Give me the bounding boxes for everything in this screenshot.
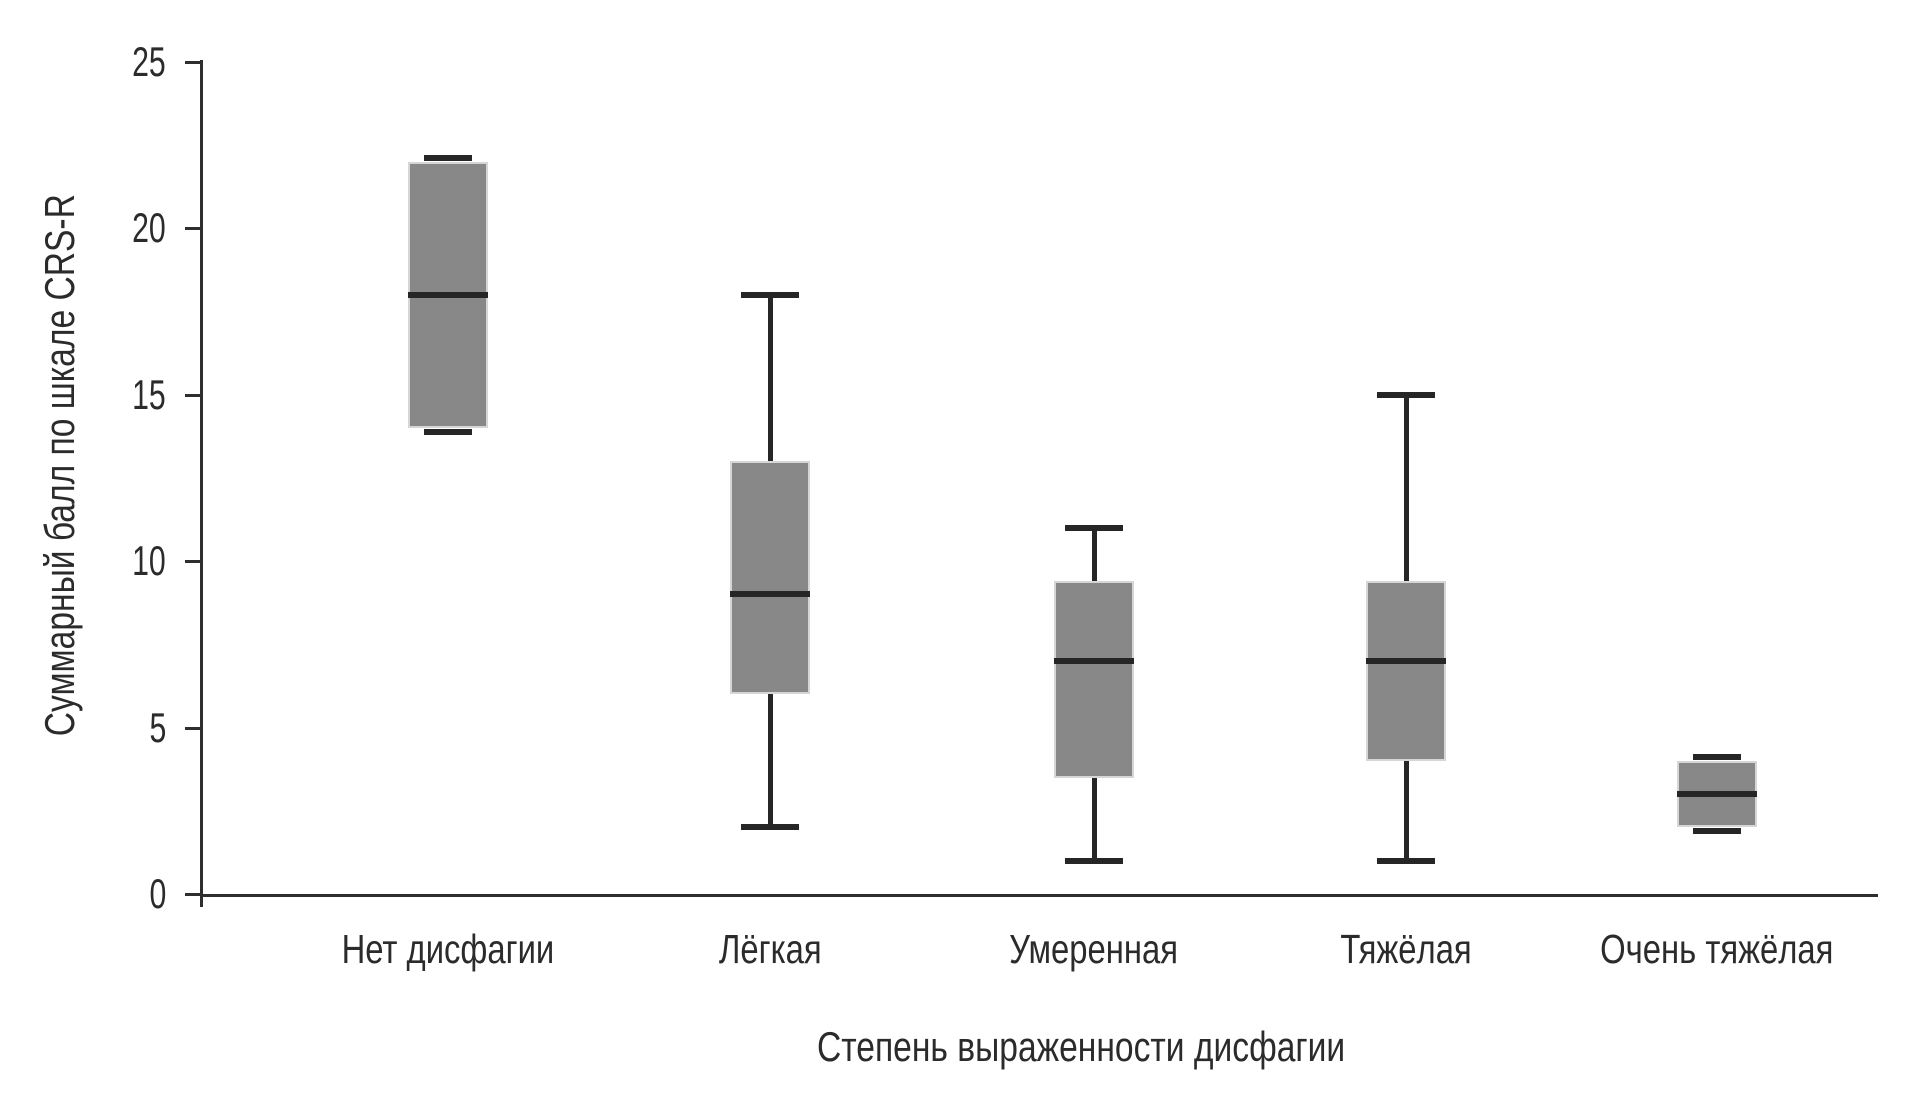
x-axis-line	[200, 894, 1878, 897]
y-tick-label-text: 0	[149, 870, 166, 917]
whisker-cap-min	[424, 429, 472, 436]
x-category-label-text: Умеренная	[1009, 926, 1179, 972]
whisker-cap-min	[1377, 857, 1435, 864]
box	[1366, 581, 1446, 761]
y-axis-line	[200, 60, 203, 907]
y-tick-label: 25	[76, 40, 166, 84]
whisker-cap-max	[741, 291, 799, 298]
y-tick-label-text: 5	[149, 703, 166, 751]
x-category-label-text: Очень тяжёлая	[1600, 926, 1834, 972]
y-tick-label-text: 25	[132, 38, 166, 85]
whisker-cap-min	[1693, 828, 1741, 835]
median-line	[730, 591, 810, 598]
y-tick-label: 5	[76, 703, 166, 751]
x-category-label-text: Тяжёлая	[1340, 926, 1472, 972]
y-tick-mark	[185, 393, 200, 397]
box	[1054, 581, 1134, 778]
x-axis-title: Степень выраженности дисфагии	[681, 1024, 1481, 1070]
x-axis-title-text: Степень выраженности дисфагии	[816, 1023, 1346, 1070]
x-category-label: Умеренная	[924, 926, 1264, 972]
y-tick-mark	[185, 726, 200, 730]
whisker-cap-max	[1065, 524, 1123, 531]
y-tick-label-text: 15	[132, 370, 166, 418]
y-tick-label: 20	[76, 206, 166, 250]
y-tick-label-text: 10	[132, 537, 166, 585]
y-tick-label: 10	[76, 539, 166, 583]
y-tick-mark	[185, 227, 200, 231]
y-tick-label-text: 20	[132, 204, 166, 252]
y-tick-label: 15	[76, 370, 166, 418]
whisker-cap-max	[424, 154, 472, 161]
x-category-label-text: Лёгкая	[718, 926, 822, 972]
whisker-cap-max	[1377, 391, 1435, 398]
median-line	[408, 291, 488, 298]
median-line	[1054, 658, 1134, 665]
median-line	[1677, 791, 1757, 798]
x-category-label: Тяжёлая	[1236, 926, 1576, 972]
x-category-label: Нет дисфагии	[278, 926, 618, 972]
y-tick-mark	[185, 560, 200, 564]
y-tick-label: 0	[76, 872, 166, 916]
x-category-label: Лёгкая	[600, 926, 940, 972]
whisker-cap-min	[741, 824, 799, 831]
box	[730, 461, 810, 695]
y-tick-mark	[185, 893, 200, 896]
median-line	[1366, 658, 1446, 665]
y-tick-mark	[185, 61, 200, 64]
x-category-label-text: Нет дисфагии	[341, 926, 555, 972]
whisker-cap-max	[1693, 753, 1741, 760]
whisker-cap-min	[1065, 857, 1123, 864]
x-category-label: Очень тяжёлая	[1547, 926, 1887, 972]
